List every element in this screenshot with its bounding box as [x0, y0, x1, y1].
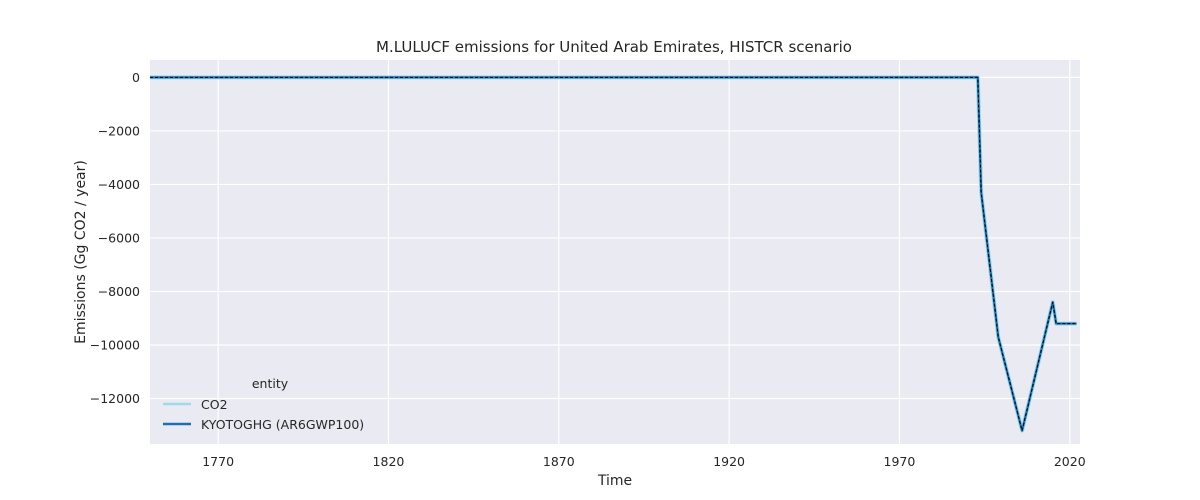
legend-title: entity: [252, 376, 289, 391]
y-tick-label: −12000: [90, 391, 140, 406]
y-tick-label: −2000: [98, 123, 140, 138]
y-tick-label: −8000: [98, 284, 140, 299]
series-line-dashed-overlay: [150, 76, 1077, 431]
x-tick-label: 1820: [373, 454, 405, 469]
legend: entity CO2 KYOTOGHG (AR6GWP100): [163, 376, 364, 432]
y-tick-label: −10000: [90, 337, 140, 352]
x-tick-label: 1970: [884, 454, 916, 469]
legend-label-co2: CO2: [201, 397, 228, 412]
plot-area: [150, 60, 1080, 444]
x-axis-label: Time: [597, 473, 632, 489]
chart-title: M.LULUCF emissions for United Arab Emira…: [376, 38, 852, 56]
x-tick-label: 1870: [543, 454, 575, 469]
x-tick-label: 2020: [1054, 454, 1086, 469]
y-axis-label: Emissions (Gg CO2 / year): [73, 160, 89, 344]
x-tick-label: 1920: [713, 454, 745, 469]
x-tick-label: 1770: [202, 454, 234, 469]
series-layer: [150, 75, 1077, 433]
y-tick-label: −6000: [98, 230, 140, 245]
ticks: 1770 1820 1870 1920 1970 2020 0 −2000 −4000 −6000…: [90, 70, 1086, 469]
y-tick-label: −4000: [98, 177, 140, 192]
legend-label-kyotoghg: KYOTOGHG (AR6GWP100): [201, 417, 364, 432]
y-tick-label: 0: [132, 70, 140, 85]
